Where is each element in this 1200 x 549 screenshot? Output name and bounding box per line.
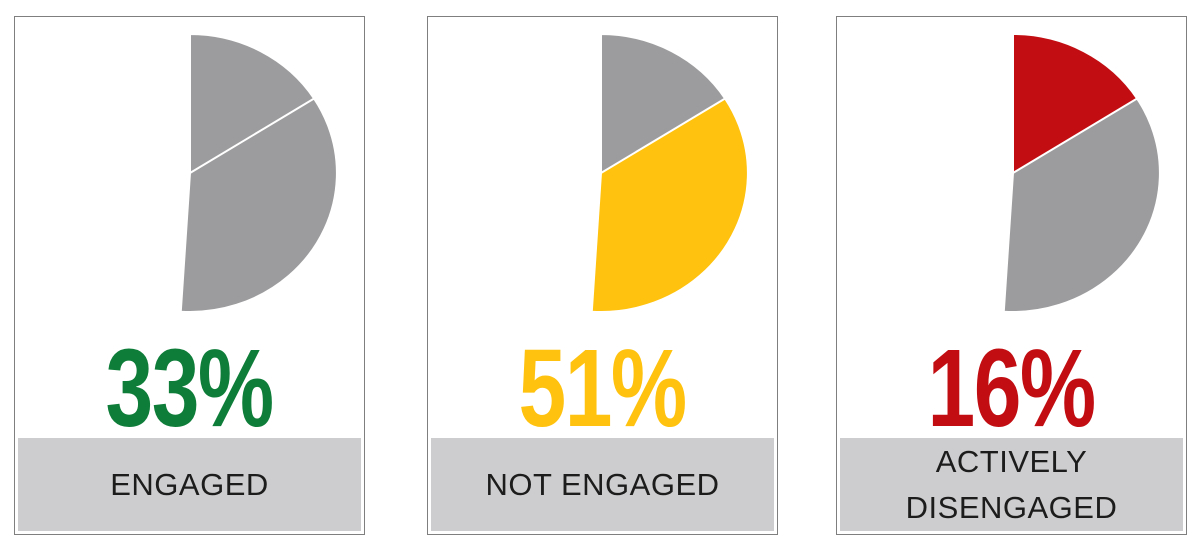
pie-chart-engaged: [15, 17, 364, 329]
percent-value-engaged: 33%: [15, 327, 364, 450]
percent-text-not-engaged: 51%: [518, 327, 688, 450]
label-bar-actively-disengaged: ACTIVELY DISENGAGED: [840, 438, 1183, 531]
pie-chart-actively-disengaged: [837, 17, 1186, 329]
panel-not-engaged: 51% NOT ENGAGED: [427, 16, 778, 535]
label-bar-engaged: ENGAGED: [18, 438, 361, 531]
label-bar-not-engaged: NOT ENGAGED: [431, 438, 774, 531]
pie-slice-actively-disengaged: [189, 33, 316, 174]
pie-svg-actively-disengaged: [1002, 33, 1161, 313]
label-text-engaged: ENGAGED: [110, 466, 269, 502]
percent-value-not-engaged: 51%: [428, 327, 777, 450]
panel-actively-disengaged: 16% ACTIVELY DISENGAGED: [836, 16, 1187, 535]
pie-chart-not-engaged: [428, 17, 777, 329]
panel-engaged: 33% ENGAGED: [14, 16, 365, 535]
pie-slice-actively-disengaged: [1012, 33, 1139, 174]
label-text-not-engaged: NOT ENGAGED: [485, 466, 720, 502]
pie-svg-engaged: [179, 33, 338, 313]
pie-slice-actively-disengaged: [600, 33, 727, 174]
pie-svg-not-engaged: [590, 33, 749, 313]
percent-value-actively-disengaged: 16%: [837, 327, 1186, 450]
percent-text-engaged: 33%: [105, 327, 275, 450]
label-text-actively-disengaged: ACTIVELY DISENGAGED: [905, 443, 1118, 525]
percent-text-actively-disengaged: 16%: [927, 327, 1097, 450]
